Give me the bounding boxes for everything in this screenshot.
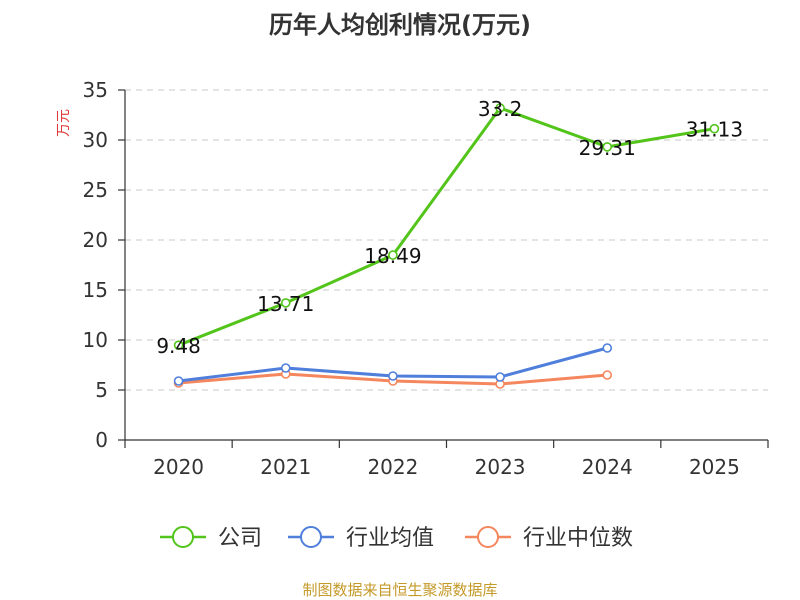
data-point: [173, 340, 184, 351]
data-point: [388, 371, 398, 381]
grid-lines: [125, 89, 768, 391]
source-note: 制图数据来自恒生聚源数据库: [302, 581, 497, 599]
data-labels: 9.48 13.71 18.49 33.2 29.31 31.13: [156, 97, 743, 358]
data-label: 18.49: [364, 244, 421, 268]
x-tick-label: 2020: [153, 455, 204, 479]
series-lines: [173, 103, 720, 389]
y-tick-label: 35: [83, 78, 108, 102]
legend-marker: [172, 526, 194, 548]
x-tick-label: 2021: [260, 455, 311, 479]
legend-label: 行业均值: [346, 526, 434, 551]
y-tick-label: 10: [83, 328, 108, 352]
y-tick-label: 25: [83, 178, 108, 202]
data-point: [602, 142, 613, 152]
series-line: [177, 106, 716, 347]
data-point: [495, 372, 505, 382]
data-point: [602, 343, 613, 353]
legend-item: 行业中位数: [465, 526, 633, 551]
data-label: 33.2: [478, 97, 523, 121]
x-tick-label: 2023: [475, 455, 526, 479]
series-1: [173, 343, 613, 386]
legend-item: 公司: [160, 526, 262, 551]
legend-marker: [477, 526, 499, 548]
x-tick-label: 2022: [367, 455, 418, 479]
data-point: [388, 250, 398, 260]
y-tick-label: 15: [83, 278, 108, 302]
data-point: [495, 103, 505, 113]
legend: 公司 行业均值 行业中位数: [160, 526, 633, 551]
y-axis-label: 万元: [56, 109, 72, 137]
data-point: [280, 363, 291, 373]
data-point: [602, 370, 613, 380]
data-label: 13.71: [257, 292, 314, 316]
legend-label: 公司: [218, 526, 262, 551]
x-tick-label: 2025: [689, 455, 740, 479]
legend-item: 行业均值: [288, 526, 434, 551]
data-point: [709, 123, 720, 134]
series-0: [173, 103, 720, 351]
data-label: 29.31: [579, 136, 636, 160]
y-tick-label: 0: [95, 428, 108, 452]
y-tick-label: 30: [83, 128, 108, 152]
y-tick-label: 20: [83, 228, 108, 252]
chart-title: 历年人均创利情况(万元): [269, 11, 531, 39]
data-point: [280, 298, 291, 308]
data-point: [173, 376, 184, 386]
data-label: 9.48: [156, 334, 201, 358]
legend-marker: [300, 526, 322, 548]
legend-label: 行业中位数: [523, 526, 633, 551]
y-tick-label: 5: [95, 378, 108, 402]
x-tick-label: 2024: [582, 455, 633, 479]
data-label: 31.13: [686, 118, 743, 142]
